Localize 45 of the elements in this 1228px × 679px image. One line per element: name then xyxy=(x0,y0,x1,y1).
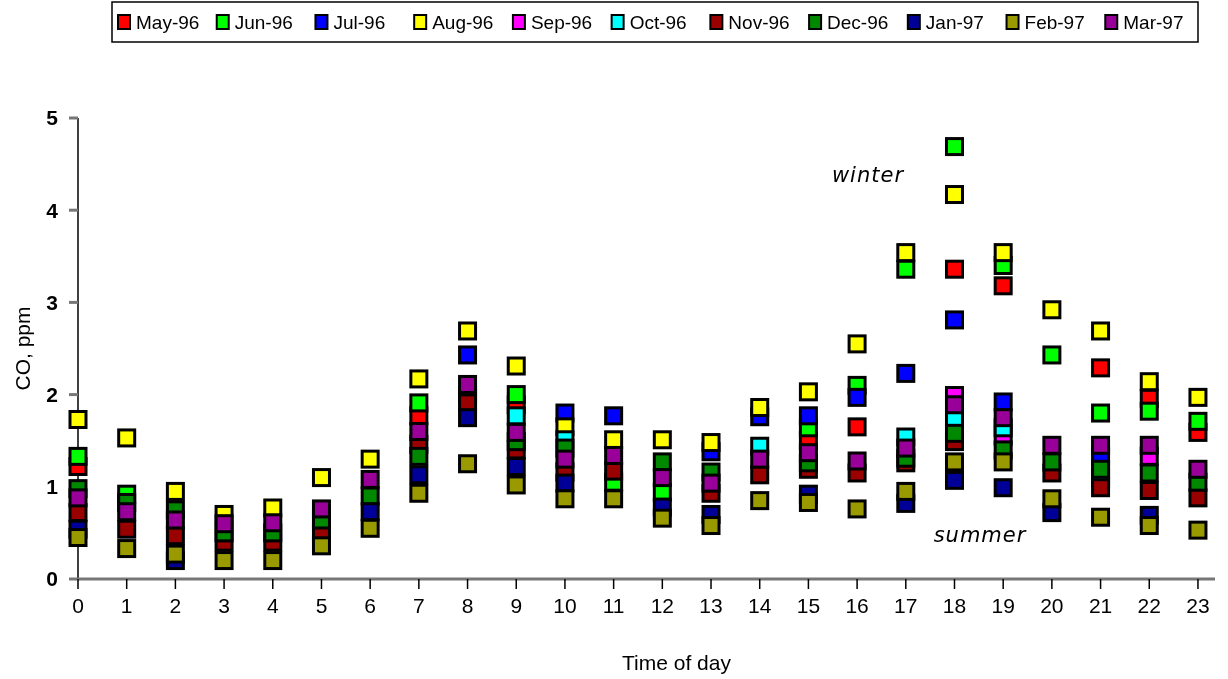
legend-label: Jan-97 xyxy=(925,11,984,33)
x-tick-label: 1 xyxy=(120,594,133,617)
x-tick-label: 23 xyxy=(1186,594,1210,617)
legend-label: Aug-96 xyxy=(432,11,494,33)
x-tick-label: 4 xyxy=(266,594,279,617)
x-tick-label: 18 xyxy=(942,594,967,617)
x-tick-label: 12 xyxy=(650,594,675,617)
legend-label: Jul-96 xyxy=(333,11,386,33)
legend-label: Dec-96 xyxy=(827,11,889,33)
y-tick-label: 2 xyxy=(46,382,58,406)
legend-label: May-96 xyxy=(136,11,200,33)
x-tick-label: 13 xyxy=(699,594,723,617)
y-tick-label: 4 xyxy=(46,198,59,222)
y-tick-label: 5 xyxy=(46,106,59,130)
x-tick-label: 11 xyxy=(602,594,625,617)
x-tick-label: 5 xyxy=(315,594,328,617)
x-tick-label: 3 xyxy=(218,594,230,617)
x-tick-label: 9 xyxy=(510,594,523,617)
x-axis-title: Time of day xyxy=(622,651,732,674)
x-tick-label: 22 xyxy=(1137,594,1161,617)
legend-label: Sep-96 xyxy=(530,11,593,33)
x-tick-label: 17 xyxy=(894,594,918,617)
x-tick-label: 0 xyxy=(72,594,84,617)
legend-label: Nov-96 xyxy=(728,11,790,33)
y-tick-label: 1 xyxy=(46,475,59,499)
legend-label: Feb-97 xyxy=(1024,11,1085,33)
legend-label: Mar-97 xyxy=(1123,11,1184,33)
annotation: summer xyxy=(933,523,1027,547)
x-tick-label: 14 xyxy=(748,594,772,617)
x-tick-label: 19 xyxy=(991,594,1015,617)
legend-label: Oct-96 xyxy=(629,11,687,33)
x-tick-label: 21 xyxy=(1088,594,1113,617)
y-axis-title: CO, ppm xyxy=(11,306,34,391)
y-tick-label: 0 xyxy=(46,567,58,591)
x-tick-label: 16 xyxy=(845,594,869,617)
y-tick-label: 3 xyxy=(46,290,58,314)
annotation: winter xyxy=(831,163,905,187)
legend-label: Jun-96 xyxy=(234,11,293,33)
x-tick-label: 2 xyxy=(169,594,182,617)
x-tick-label: 6 xyxy=(364,594,377,617)
x-tick-label: 8 xyxy=(461,594,474,617)
x-tick-label: 7 xyxy=(413,594,425,617)
x-tick-label: 15 xyxy=(796,594,821,617)
x-tick-label: 20 xyxy=(1040,594,1064,617)
x-tick-label: 10 xyxy=(553,594,577,617)
